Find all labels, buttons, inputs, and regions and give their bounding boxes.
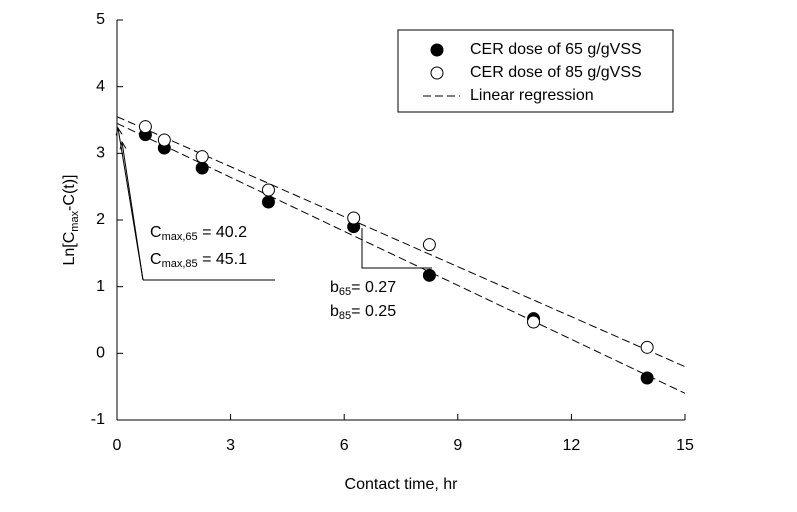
regression-line [116,116,686,368]
x-tick-label: 3 [226,437,235,454]
y-axis-title: Ln[Cmax-C(t)] [61,174,81,265]
y-tick-label: 1 [96,278,105,295]
annotation: Cmax,85 = 45.1 [150,251,247,270]
data-point [527,315,541,329]
data-point [195,161,209,175]
data-point [261,183,275,197]
y-tick-label: 0 [96,345,105,362]
annotation-arrow [122,142,144,281]
legend-label: CER dose of 65 g/gVSS [470,41,642,58]
data-point [195,150,209,164]
y-tick-label: 2 [96,211,105,228]
legend-box [397,29,674,113]
annotation: b65= 0.27 [330,279,396,298]
data-point [640,371,654,385]
legend-label: Linear regression [470,87,594,104]
x-axis-title: Contact time, hr [345,476,459,493]
x-tick-label: 6 [340,437,349,454]
legend-marker [430,66,444,80]
x-tick-label: 12 [563,437,581,454]
x-tick-label: 9 [453,437,462,454]
data-point [138,120,152,134]
legend-label: CER dose of 85 g/gVSS [470,64,642,81]
annotation: Cmax,65 = 40.2 [150,224,247,243]
x-tick-label: 0 [113,437,122,454]
annotation: b85= 0.25 [330,303,396,322]
y-tick-label: 4 [96,78,105,95]
data-point [640,340,654,354]
data-point [422,268,436,282]
regression-line [116,122,686,394]
annotation-leader [361,228,432,269]
y-tick-label: 3 [96,145,105,162]
legend-marker [430,43,444,57]
data-point [347,211,361,225]
y-tick-label: 5 [96,11,105,28]
data-point [422,238,436,252]
data-point [157,133,171,147]
y-tick-label: -1 [91,411,105,428]
x-tick-label: 15 [676,437,694,454]
data-point [261,195,275,209]
